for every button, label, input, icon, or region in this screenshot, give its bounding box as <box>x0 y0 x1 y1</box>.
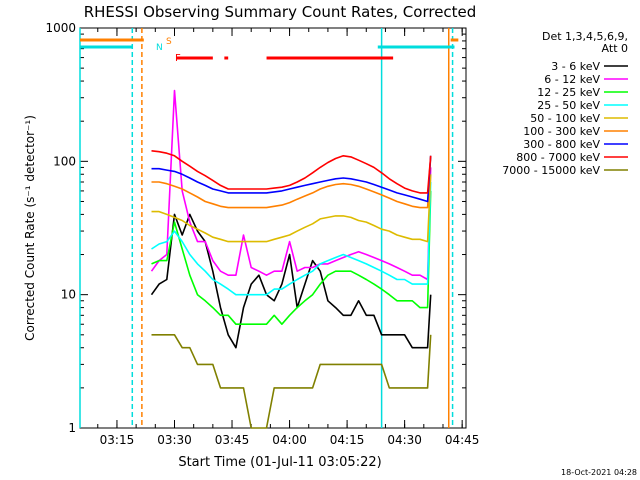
legend-attenuator: Att 0 <box>602 42 628 55</box>
plot-area: S N F <box>79 27 467 429</box>
legend-label: 800 - 7000 keV <box>516 151 600 164</box>
series-line <box>151 150 432 194</box>
x-tick-label: 04:15 <box>330 433 365 447</box>
series-line <box>151 155 432 203</box>
legend-label: 7000 - 15000 keV <box>502 164 600 177</box>
x-tick-label: 03:45 <box>215 433 250 447</box>
legend-label: 300 - 800 keV <box>523 138 600 151</box>
x-tick-labels: 03:15 03:30 03:45 04:00 04:15 04:30 04:45 <box>100 433 480 447</box>
x-tick-label: 03:30 <box>157 433 192 447</box>
y-tick-labels: 1 10 100 1000 <box>45 21 76 435</box>
series-lines <box>150 89 432 429</box>
legend-label: 12 - 25 keV <box>537 86 600 99</box>
chart-title: RHESSI Observing Summary Count Rates, Co… <box>84 3 477 21</box>
y-tick-label: 10 <box>61 288 76 302</box>
legend-label: 3 - 6 keV <box>551 60 600 73</box>
legend-label: 25 - 50 keV <box>537 99 600 112</box>
legend-label: 100 - 300 keV <box>523 125 600 138</box>
series-line <box>151 333 432 429</box>
y-tick-label: 1 <box>68 421 76 435</box>
x-tick-label: 04:45 <box>445 433 480 447</box>
x-tick-label: 04:00 <box>272 433 307 447</box>
saa-flag-label: S <box>166 37 172 47</box>
x-tick-label: 04:30 <box>387 433 422 447</box>
series-line <box>151 155 432 209</box>
y-axis-label: Corrected Count Rate (s⁻¹ detector⁻¹) <box>23 115 37 341</box>
legend-detectors: Det 1,3,4,5,6,9, <box>542 30 628 43</box>
series-line <box>150 89 432 281</box>
tick-marks <box>80 27 466 429</box>
series-line <box>151 181 432 296</box>
y-tick-label: 100 <box>53 154 76 168</box>
legend-label: 6 - 12 keV <box>544 73 600 86</box>
vertical-markers <box>79 28 454 428</box>
series-line <box>151 174 432 243</box>
flag-bars: S N F <box>80 37 459 64</box>
x-axis-label: Start Time (01-Jul-11 03:05:22) <box>178 455 381 470</box>
legend-label: 50 - 100 keV <box>530 112 600 125</box>
y-tick-label: 1000 <box>45 21 76 35</box>
night-flag-label: N <box>156 43 163 53</box>
series-line <box>151 190 432 326</box>
x-tick-label: 03:15 <box>100 433 135 447</box>
timestamp: 18-Oct-2021 04:28 <box>561 468 637 477</box>
